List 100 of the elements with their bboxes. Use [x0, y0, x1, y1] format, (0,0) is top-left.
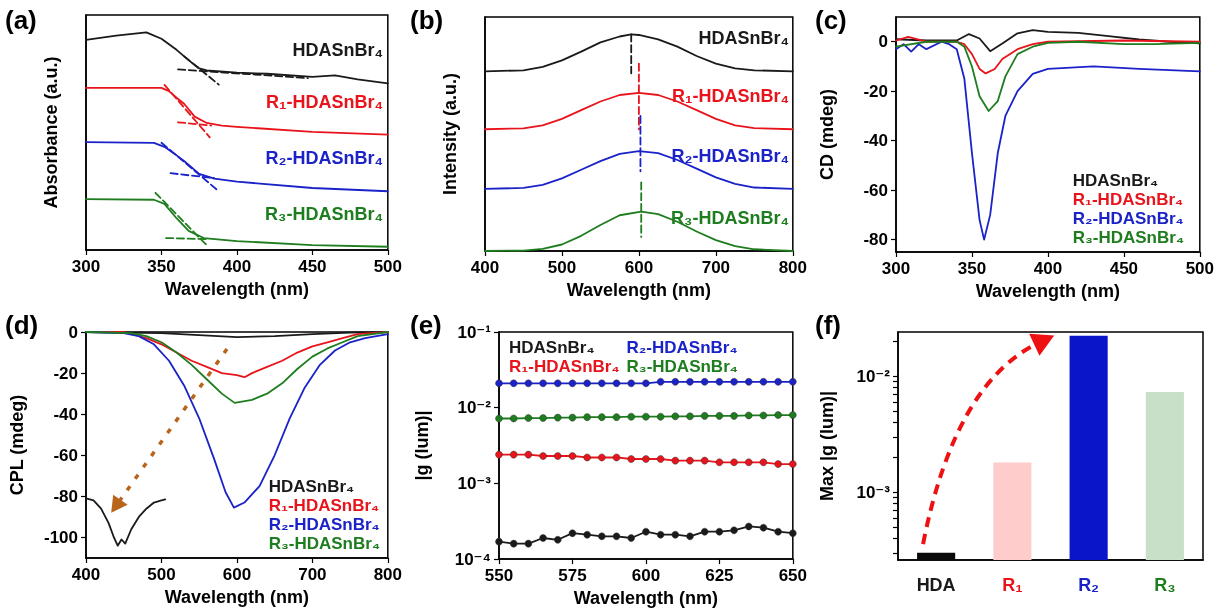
point [686, 412, 694, 421]
point [642, 455, 650, 463]
x-tick-label: 700 [701, 258, 731, 277]
x-tick-label: 600 [624, 258, 654, 277]
point [715, 527, 724, 536]
x-tick-label: 500 [1185, 259, 1215, 278]
point [730, 458, 738, 467]
point [656, 378, 665, 386]
y-tick-label: 10⁻² [457, 398, 492, 418]
x-tick-label: 500 [547, 258, 577, 277]
chart-title: (c) [815, 5, 847, 35]
point [524, 379, 533, 388]
point [671, 456, 680, 465]
y-tick-label: 10⁻³ [856, 482, 891, 502]
point [700, 378, 709, 386]
point [495, 379, 503, 388]
x-tick-label: R₁ [1002, 575, 1023, 595]
point [495, 414, 503, 423]
y-tick-label: -80 [863, 230, 888, 250]
chart-title: (f) [815, 310, 841, 340]
series-label: R₃-HDASnBr₄ [671, 208, 789, 228]
point [539, 379, 547, 388]
point [745, 411, 753, 420]
x-tick-label: R₃ [1154, 575, 1176, 595]
series-label: R₂-HDASnBr₄ [671, 145, 789, 166]
point [495, 450, 503, 459]
x-tick-label: 350 [147, 257, 176, 276]
point [612, 413, 621, 421]
point [730, 378, 738, 386]
point [686, 532, 694, 541]
point [686, 378, 694, 386]
x-tick-label: 500 [373, 257, 403, 276]
point [789, 378, 797, 386]
x-tick-label: HDA [916, 575, 956, 595]
point [627, 455, 635, 463]
y-tick-label: -20 [863, 81, 888, 101]
point [568, 379, 577, 388]
point [715, 412, 724, 420]
point [612, 379, 621, 388]
point [671, 530, 680, 539]
line-series [895, 35, 1201, 75]
y-tick-label: 10⁻⁴ [454, 549, 491, 569]
y-tick-label: -100 [43, 527, 78, 547]
series-label: R₁-HDASnBr₄ [265, 91, 383, 112]
y-tick-label: -40 [863, 131, 888, 151]
point [745, 378, 753, 386]
point [583, 453, 591, 462]
chart-title: (a) [5, 5, 37, 35]
point [700, 527, 709, 536]
x-tick-label: 600 [631, 566, 661, 586]
text: R₃-HDASnBr₄ [626, 357, 738, 376]
point [656, 530, 665, 539]
point [554, 379, 562, 388]
series-label: R₂-HDASnBr₄ [268, 515, 380, 534]
line-series [85, 331, 389, 404]
point [774, 411, 782, 419]
point [759, 378, 768, 386]
point [671, 378, 680, 386]
point [759, 523, 768, 532]
line-series [85, 497, 167, 547]
series-label: R₂-HDASnBr₄ [626, 338, 738, 357]
point [524, 414, 533, 422]
point [509, 379, 518, 388]
point [598, 413, 606, 421]
x-tick-label: 500 [147, 565, 176, 584]
x-tick-label: 800 [778, 258, 808, 277]
x-tick-label: 450 [298, 257, 327, 276]
point [656, 455, 665, 463]
point [642, 412, 650, 421]
point [554, 452, 562, 460]
text: R₂-HDASnBr₄ [1072, 209, 1184, 228]
y-tick-label: 10⁻¹ [457, 322, 492, 342]
point [789, 411, 797, 419]
text: HDASnBr₄ [268, 477, 355, 496]
x-tick-label: 400 [222, 257, 252, 276]
point [495, 537, 503, 546]
point [568, 452, 577, 460]
point [612, 532, 621, 541]
chart-title: (e) [410, 310, 442, 340]
x-axis-title: Wavelength (nm) [975, 280, 1121, 301]
text: R₁-HDASnBr₄ [268, 496, 380, 515]
point [539, 534, 547, 542]
point [509, 450, 518, 459]
chart-title: (d) [5, 310, 39, 340]
x-tick-label: 400 [71, 565, 101, 584]
point [583, 413, 591, 421]
line-series [895, 40, 1201, 112]
text: R₁-HDASnBr₄ [1072, 190, 1184, 209]
x-tick-label: 625 [705, 566, 734, 586]
point [509, 539, 518, 548]
x-axis-title: Wavelength (nm) [573, 588, 719, 608]
x-tick-label: 700 [298, 565, 327, 584]
point [598, 379, 606, 388]
point [524, 539, 533, 548]
x-tick-label: 350 [957, 259, 987, 278]
x-axis-title: Wavelength (nm) [164, 278, 310, 299]
y-tick-label: 0 [68, 322, 78, 342]
text: HDASnBr₄ [509, 338, 595, 357]
y-tick-label: -40 [53, 404, 78, 424]
point [774, 378, 782, 386]
